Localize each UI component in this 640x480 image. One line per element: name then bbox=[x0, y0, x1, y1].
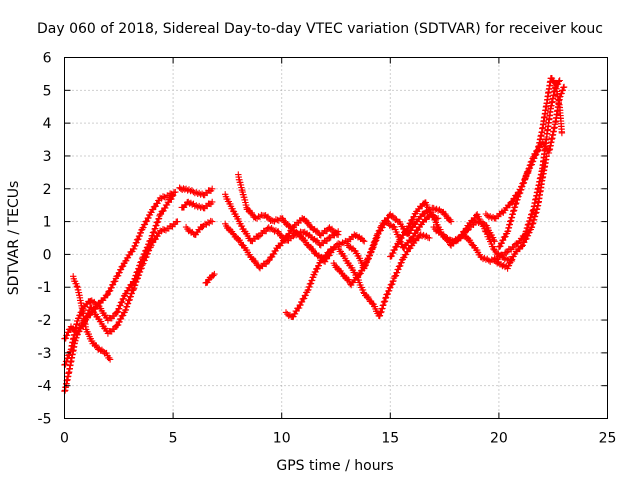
y-tick-label: 1 bbox=[43, 215, 52, 231]
y-tick-label: 2 bbox=[43, 182, 52, 198]
y-tick-label: 6 bbox=[43, 51, 52, 67]
series-arc-11 bbox=[235, 171, 337, 265]
y-tick-label: 4 bbox=[43, 116, 52, 132]
y-tick-label: -3 bbox=[38, 346, 52, 362]
chart-title: Day 060 of 2018, Sidereal Day-to-day VTE… bbox=[37, 21, 603, 37]
series-arc-17 bbox=[430, 211, 516, 265]
y-tick-label: -2 bbox=[38, 313, 52, 329]
series-arc-12 bbox=[282, 231, 368, 320]
scatter-markers bbox=[70, 273, 114, 363]
scatter-markers bbox=[495, 83, 568, 250]
series-arc-8 bbox=[202, 270, 218, 287]
series-arc-6 bbox=[178, 198, 216, 212]
scatter-markers bbox=[182, 217, 216, 238]
scatter-markers bbox=[222, 191, 342, 249]
series-arc-7 bbox=[182, 217, 216, 238]
x-tick-label: 15 bbox=[381, 431, 399, 447]
scatter-markers bbox=[222, 215, 342, 272]
x-tick-label: 20 bbox=[490, 431, 508, 447]
series-arc-4 bbox=[70, 273, 114, 363]
y-tick-label: 0 bbox=[43, 247, 52, 263]
series-arc-21 bbox=[491, 152, 550, 272]
y-tick-label: -4 bbox=[38, 379, 52, 395]
scatter-markers bbox=[202, 270, 218, 287]
scatter-markers bbox=[178, 198, 216, 212]
y-tick-label: 5 bbox=[43, 83, 52, 99]
series-arc-5 bbox=[176, 184, 216, 199]
series-arc-14 bbox=[335, 231, 433, 320]
scatter-markers bbox=[176, 184, 216, 199]
y-tick-label: 3 bbox=[43, 149, 52, 165]
x-tick-label: 10 bbox=[273, 431, 291, 447]
axis-ticks: 0 5 10 15 20 25 -5 -4 -3 -2 -1 0 1 2 3 4 5 6 bbox=[38, 51, 617, 447]
x-tick-label: 25 bbox=[599, 431, 617, 447]
series-arc-15 bbox=[343, 204, 455, 272]
y-tick-label: -5 bbox=[38, 412, 52, 428]
scatter-markers bbox=[343, 204, 455, 272]
y-axis-label: SDTVAR / TECUs bbox=[6, 181, 22, 296]
y-tick-label: -1 bbox=[38, 280, 52, 296]
plot-frame bbox=[64, 57, 608, 419]
x-tick-label: 0 bbox=[60, 431, 69, 447]
scatter-markers bbox=[335, 231, 433, 320]
scatter-markers bbox=[491, 152, 550, 272]
series-arc-9 bbox=[222, 191, 342, 249]
series-arc-10 bbox=[222, 215, 342, 272]
scatter-markers bbox=[235, 171, 337, 265]
x-axis-label: GPS time / hours bbox=[276, 458, 393, 474]
x-tick-label: 5 bbox=[169, 431, 178, 447]
scatter-markers bbox=[430, 211, 516, 265]
series-arc-20 bbox=[495, 83, 568, 250]
scatter-markers bbox=[282, 231, 368, 320]
